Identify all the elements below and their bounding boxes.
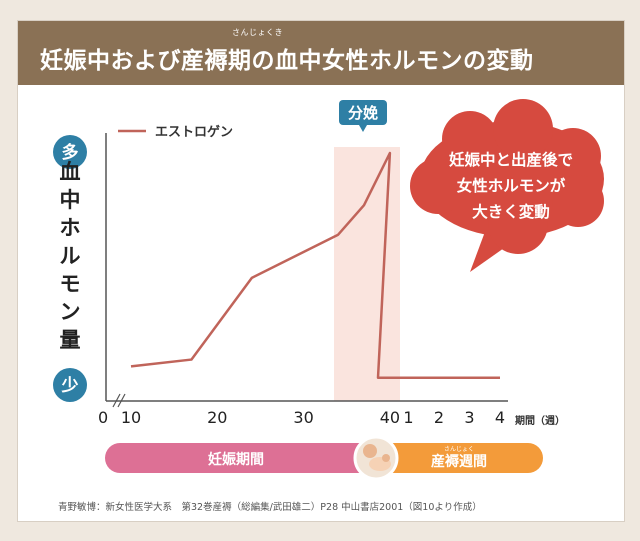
callout-bubble: 妊娠中と出産後で 女性ホルモンが 大きく変動	[410, 99, 604, 272]
x-tick-label-pregnancy: 20	[207, 408, 227, 427]
postpartum-bar-ruby: さんじょく	[444, 446, 474, 453]
pregnancy-bar	[105, 443, 378, 473]
x-tick-label-postpartum: 3	[464, 408, 474, 427]
axis-break-icon	[112, 393, 126, 408]
y-axis-label: 血中ホルモン量	[60, 160, 81, 352]
y-high-label: 多	[62, 142, 79, 163]
mother-baby-icon	[353, 435, 399, 481]
legend: エストロゲン	[118, 124, 233, 140]
title-ruby: さんじょくき	[232, 28, 283, 37]
y-high-badge: 多	[53, 135, 87, 169]
chart-card: さんじょくき 妊娠中および産褥期の血中女性ホルモンの変動 分娩 エストロゲン 多…	[17, 20, 625, 522]
x-tick-label-postpartum: 2	[434, 408, 444, 427]
x-tick-label-postpartum: 4	[495, 408, 505, 427]
delivery-band	[334, 147, 400, 401]
y-low-label: 少	[61, 376, 79, 396]
hormone-line-chart: 分娩 エストロゲン 多 少 血中ホルモン量 0 期間（週） 10 20 30 40 1 2…	[53, 99, 604, 481]
delivery-badge: 分娩	[339, 100, 387, 132]
postpartum-bar	[370, 443, 543, 473]
estrogen-series-line	[130, 151, 500, 379]
x-tick-label-pregnancy: 10	[121, 408, 141, 427]
callout-line-2: 女性ホルモンが	[457, 176, 566, 195]
postpartum-bar-label: 産褥週間	[431, 453, 487, 470]
page-title: 妊娠中および産褥期の血中女性ホルモンの変動	[40, 48, 534, 74]
x-tick-label-pregnancy: 30	[293, 408, 313, 427]
title-bar: さんじょくき 妊娠中および産褥期の血中女性ホルモンの変動	[18, 21, 624, 85]
y-low-badge: 少	[53, 368, 87, 402]
period-bar: 妊娠期間 さんじょく 産褥週間	[105, 435, 543, 481]
delivery-label: 分娩	[348, 104, 378, 122]
pregnancy-bar-label: 妊娠期間	[208, 451, 264, 468]
x-tick-label-postpartum: 1	[403, 408, 413, 427]
x-origin-label: 0	[98, 408, 108, 427]
source-note: 青野敏博：新女性医学大系 第32巻産褥（総編集/武田雄二）P28 中山書店200…	[58, 502, 482, 513]
x-tick-label-pregnancy: 40	[380, 408, 400, 427]
callout-line-3: 大きく変動	[472, 202, 550, 221]
x-unit-label: 期間（週）	[515, 414, 565, 427]
legend-label: エストロゲン	[155, 124, 233, 140]
callout-line-1: 妊娠中と出産後で	[449, 150, 573, 169]
